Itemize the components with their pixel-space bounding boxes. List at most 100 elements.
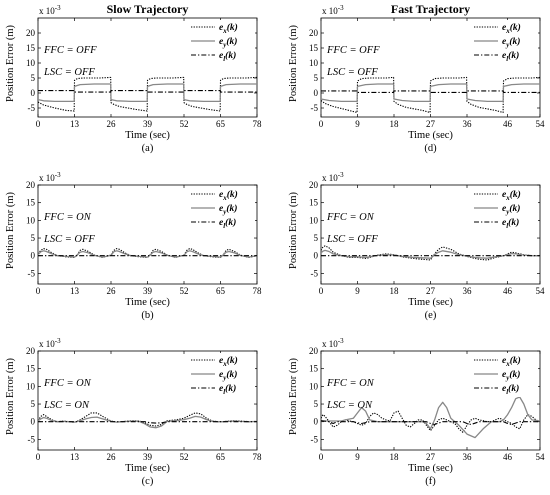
x-tick-label: 0	[36, 452, 41, 462]
legend-entry: el(k)	[502, 217, 519, 230]
x-tick-label: 54	[536, 452, 546, 462]
x-tick-label: 27	[426, 119, 436, 129]
y-tick-label: 5	[31, 233, 36, 243]
panel-label: (f)	[425, 476, 436, 487]
x-tick-label: 13	[70, 119, 80, 129]
annotation-text: LSC = OFF	[43, 234, 95, 245]
x-axis-label: Time (sec)	[408, 130, 453, 141]
y-tick-label: 15	[26, 43, 36, 53]
series-group	[38, 248, 257, 259]
y-multiplier: x 10-3	[39, 171, 61, 183]
y-tick-label: 15	[309, 198, 319, 208]
panel-label: (b)	[141, 310, 154, 321]
x-tick-label: 52	[180, 452, 189, 462]
y-tick-label: -5	[311, 103, 319, 113]
x-tick-label: 65	[216, 286, 226, 296]
y-axis-label: Position Error (m)	[5, 25, 16, 102]
series-group	[321, 245, 540, 261]
y-tick-label: 20	[309, 28, 319, 38]
x-tick-label: 18	[390, 286, 400, 296]
y-axis-label: Position Error (m)	[5, 192, 16, 269]
series-group	[321, 76, 540, 114]
annotation-text: LSC = ON	[43, 400, 90, 411]
y-multiplier: x 10-3	[322, 337, 344, 349]
annotation-text: FFC = ON	[326, 212, 375, 223]
y-tick-label: 20	[309, 180, 319, 190]
series-line-eyk	[38, 250, 257, 258]
y-tick-label: 20	[309, 346, 319, 356]
x-tick-label: 78	[253, 452, 263, 462]
legend-entry: ex(k)	[502, 189, 521, 202]
series-group	[38, 412, 257, 429]
panel-label: (a)	[142, 143, 154, 154]
x-tick-label: 65	[216, 119, 226, 129]
y-axis-label: Position Error (m)	[288, 25, 299, 102]
x-tick-label: 78	[253, 119, 263, 129]
x-axis-label: Time (sec)	[408, 297, 453, 308]
series-line-elk	[38, 90, 257, 93]
y-tick-label: 0	[31, 88, 36, 98]
y-tick-label: 15	[309, 43, 319, 53]
x-tick-label: 0	[319, 452, 324, 462]
x-tick-label: 39	[143, 119, 153, 129]
y-axis-label: Position Error (m)	[288, 358, 299, 435]
annotation-text: LSC = OFF	[43, 67, 95, 78]
y-tick-label: 10	[309, 215, 319, 225]
y-tick-label: 10	[26, 215, 36, 225]
y-tick-label: -5	[28, 268, 36, 278]
x-tick-label: 26	[107, 452, 117, 462]
x-axis-label: Time (sec)	[125, 297, 170, 308]
legend-entry: el(k)	[219, 217, 236, 230]
x-tick-label: 9	[355, 119, 360, 129]
y-tick-label: 0	[31, 417, 36, 427]
y-tick-label: 10	[309, 381, 319, 391]
y-axis-label: Position Error (m)	[288, 192, 299, 269]
panel-label: (d)	[424, 143, 437, 154]
y-tick-label: 10	[26, 58, 36, 68]
legend-entry: ex(k)	[502, 355, 521, 368]
legend-entry: ex(k)	[502, 22, 521, 35]
legend-entry: el(k)	[502, 383, 519, 396]
series-line-exk	[321, 245, 540, 261]
annotation-text: LSC = OFF	[326, 234, 378, 245]
y-tick-label: -5	[311, 434, 319, 444]
x-tick-label: 46	[503, 119, 513, 129]
x-tick-label: 26	[107, 119, 117, 129]
y-multiplier: x 10-3	[322, 171, 344, 183]
y-tick-label: 0	[314, 251, 319, 261]
legend-entry: el(k)	[219, 383, 236, 396]
annotation-text: LSC = ON	[326, 400, 373, 411]
x-tick-label: 0	[36, 286, 41, 296]
y-tick-label: 15	[26, 364, 36, 374]
legend-entry: ex(k)	[219, 22, 238, 35]
panel-label: (c)	[142, 476, 154, 487]
series-line-eyk	[321, 83, 540, 103]
legend-entry: ex(k)	[219, 189, 238, 202]
series-line-exk	[38, 412, 257, 427]
annotation-text: FFC = ON	[326, 378, 375, 389]
x-tick-label: 65	[216, 452, 226, 462]
legend-entry: ey(k)	[502, 36, 520, 49]
panel-label: (e)	[425, 310, 437, 321]
chart-title: Fast Trajectory	[391, 2, 470, 16]
x-tick-label: 36	[463, 286, 473, 296]
x-tick-label: 54	[536, 119, 546, 129]
y-tick-label: -5	[311, 268, 319, 278]
x-axis-label: Time (sec)	[125, 463, 170, 474]
x-tick-label: 9	[355, 286, 360, 296]
series-line-elk	[38, 421, 257, 424]
x-tick-label: 0	[36, 119, 41, 129]
x-tick-label: 26	[107, 286, 117, 296]
x-tick-label: 0	[319, 119, 324, 129]
y-tick-label: 5	[314, 73, 319, 83]
annotation-text: FFC = OFF	[326, 45, 380, 56]
x-axis-label: Time (sec)	[408, 463, 453, 474]
x-tick-label: 0	[319, 286, 324, 296]
y-tick-label: 5	[314, 233, 319, 243]
y-tick-label: 5	[31, 399, 36, 409]
series-line-elk	[321, 420, 540, 426]
legend-entry: ey(k)	[219, 203, 237, 216]
